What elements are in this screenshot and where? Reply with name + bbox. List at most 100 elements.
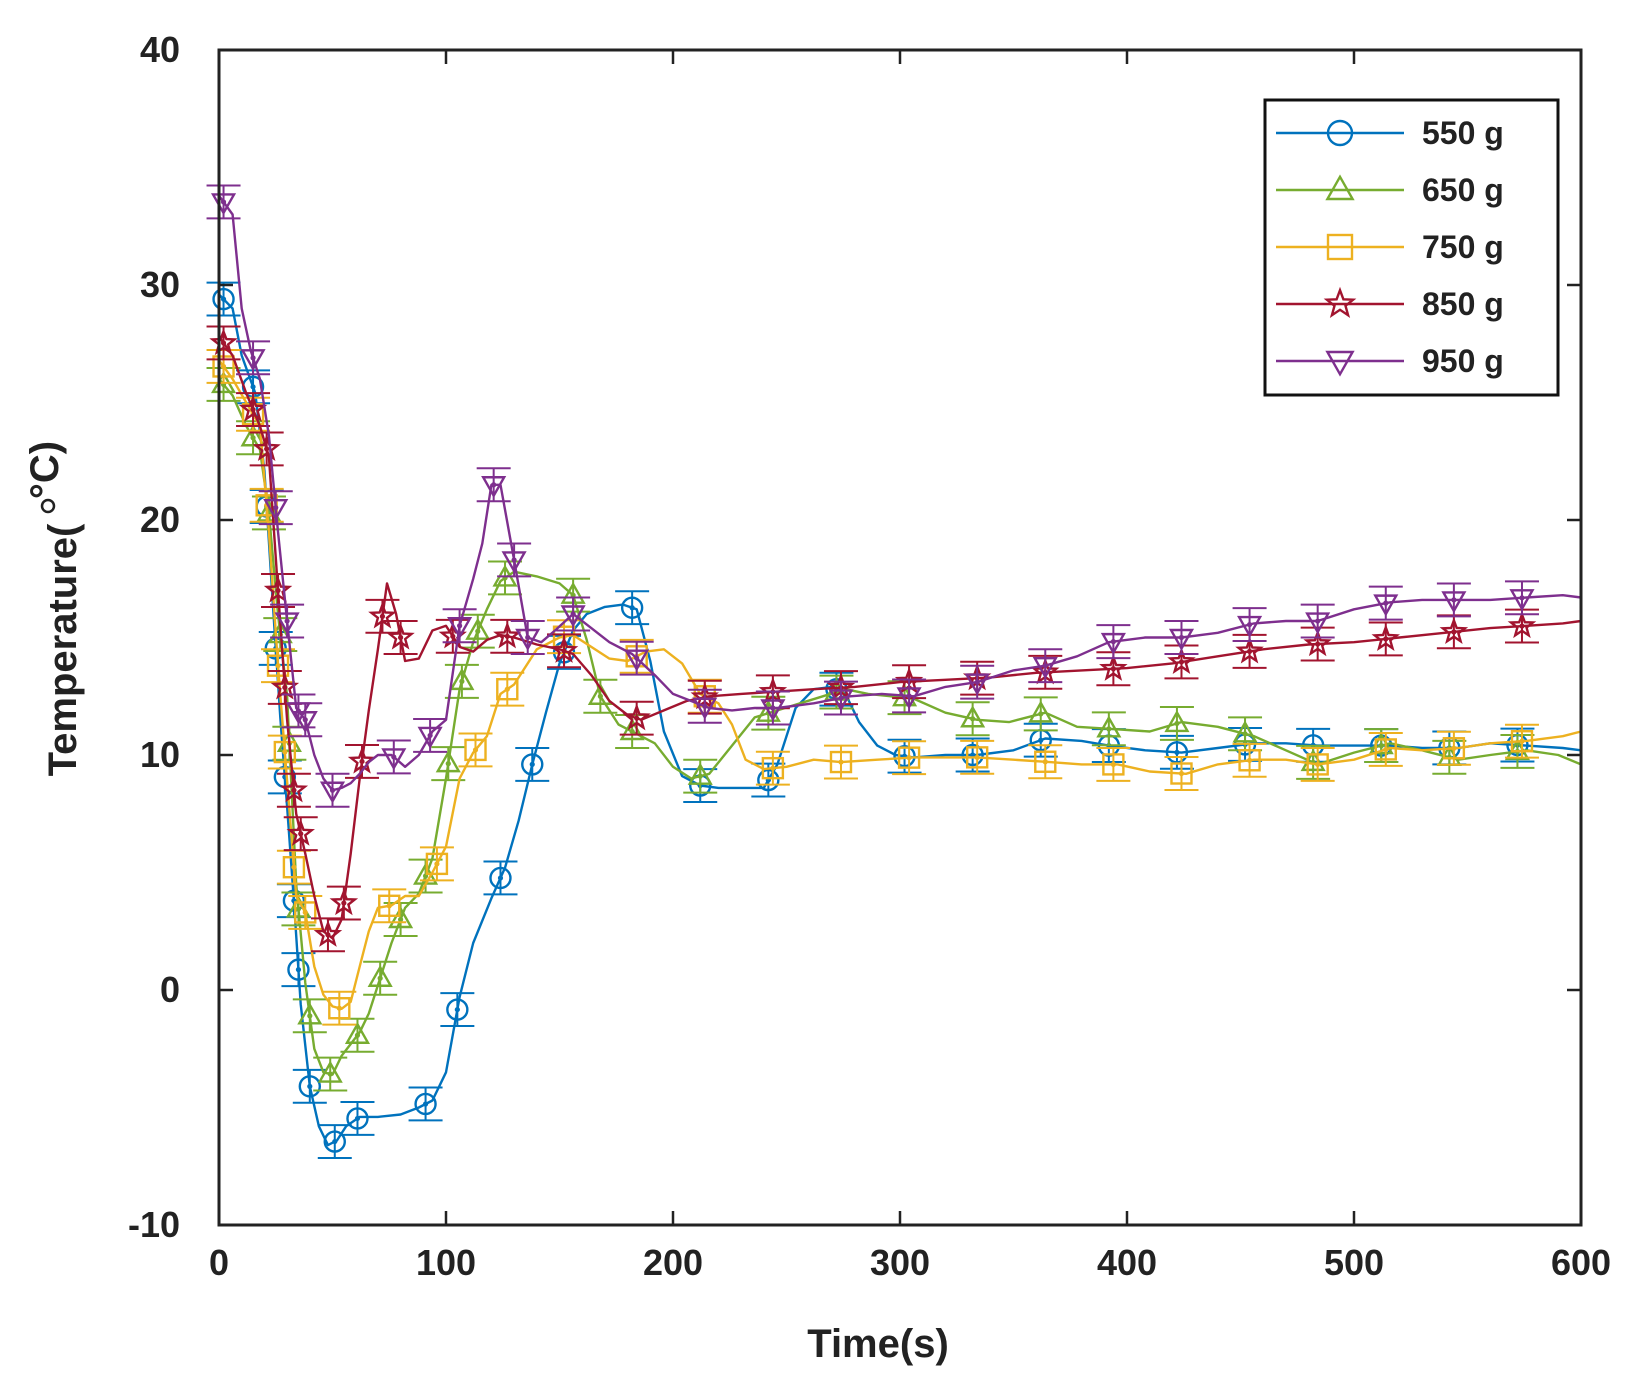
data-point-dot: [434, 861, 440, 867]
data-point: [497, 542, 532, 578]
data-marker: [414, 1092, 437, 1116]
data-point-dot: [298, 831, 304, 837]
data-point: [1096, 746, 1131, 782]
data-point-dot: [282, 749, 288, 755]
data-point: [292, 998, 327, 1034]
series-line: [218, 194, 1582, 792]
data-marker: [464, 738, 487, 762]
x-tick-label: 0: [209, 1242, 229, 1283]
data-point-dot: [1178, 659, 1185, 665]
data-point: [458, 732, 493, 768]
data-marker: [1164, 710, 1190, 733]
data-marker: [828, 689, 854, 712]
data-marker: [896, 687, 922, 710]
data-point-dot: [697, 773, 703, 779]
data-marker: [1509, 589, 1535, 612]
data-point: [258, 490, 293, 526]
data-marker: [319, 781, 346, 804]
data-marker: [481, 476, 507, 499]
data-point-dot: [906, 755, 912, 761]
data-point-dot: [1178, 770, 1185, 777]
y-tick-label: -10: [128, 1204, 180, 1245]
data-point-dot: [597, 693, 603, 699]
data-point: [206, 281, 241, 317]
data-point-dot: [1383, 636, 1389, 642]
data-point: [1164, 644, 1199, 680]
data-point: [206, 325, 241, 361]
data-point: [283, 816, 318, 852]
data-marker: [344, 1021, 371, 1044]
data-point: [326, 885, 361, 921]
data-point-dot: [1383, 746, 1389, 753]
data-marker: [760, 699, 786, 722]
data-point: [1164, 756, 1199, 791]
data-point: [261, 648, 296, 684]
data-point-dot: [770, 765, 776, 771]
legend-marker: [1325, 350, 1355, 377]
data-marker: [328, 997, 351, 1020]
series-line: [218, 293, 1582, 1147]
data-marker: [1371, 623, 1400, 652]
data-point-dot: [307, 1013, 313, 1019]
data-point-dot: [634, 655, 640, 661]
data-point: [270, 603, 305, 639]
data-point-dot: [250, 355, 256, 361]
data-marker: [501, 551, 527, 574]
legend-label: 950 g: [1422, 343, 1504, 379]
data-marker: [1102, 753, 1125, 776]
data-marker: [294, 901, 317, 924]
data-marker: [417, 726, 443, 749]
data-marker: [1373, 594, 1399, 617]
data-marker: [960, 705, 986, 728]
data-point: [288, 702, 323, 738]
data-point-dot: [529, 761, 535, 768]
data-point-dot: [295, 906, 302, 912]
data-point: [276, 772, 311, 808]
data-marker: [425, 852, 449, 876]
legend-label: 550 g: [1422, 115, 1504, 151]
data-point-dot: [1451, 597, 1457, 603]
data-point: [955, 701, 990, 737]
legend-label: 850 g: [1422, 286, 1504, 322]
data-marker: [465, 617, 491, 640]
y-axis-label-unit: °C): [23, 441, 67, 499]
legend-marker: [1326, 233, 1354, 261]
data-point: [1300, 603, 1335, 639]
data-marker: [1167, 646, 1196, 675]
data-marker: [238, 394, 268, 422]
data-marker: [266, 654, 290, 677]
data-point: [510, 620, 545, 655]
data-marker: [240, 424, 266, 447]
data-point: [476, 467, 511, 503]
data-point: [823, 680, 858, 716]
data-point-dot: [475, 628, 481, 634]
data-marker: [313, 919, 343, 947]
data-point-dot: [1315, 618, 1321, 624]
data-point: [281, 952, 316, 988]
data-point-dot: [1174, 720, 1180, 727]
data-marker: [1032, 657, 1058, 680]
data-point-dot: [250, 384, 256, 390]
data-point-dot: [275, 663, 281, 669]
data-marker: [1099, 653, 1128, 681]
data-point: [1023, 696, 1058, 732]
data-point: [236, 392, 271, 427]
data-point-dot: [1042, 759, 1048, 765]
data-point-dot: [1315, 641, 1321, 647]
data-point: [236, 340, 271, 376]
data-point-dot: [1246, 757, 1253, 763]
data-point-dot: [906, 693, 912, 699]
data-point: [1368, 621, 1403, 657]
data-marker: [449, 667, 475, 691]
data-point-dot: [445, 761, 451, 767]
data-point-dot: [264, 446, 270, 452]
data-point-dot: [1174, 749, 1180, 755]
data-point: [892, 740, 927, 776]
data-point: [345, 744, 380, 779]
data-point: [383, 902, 418, 937]
data-marker: [209, 328, 238, 356]
data-point-dot: [1110, 761, 1116, 768]
data-marker: [292, 711, 318, 734]
data-marker: [381, 748, 407, 771]
data-marker: [965, 746, 989, 769]
